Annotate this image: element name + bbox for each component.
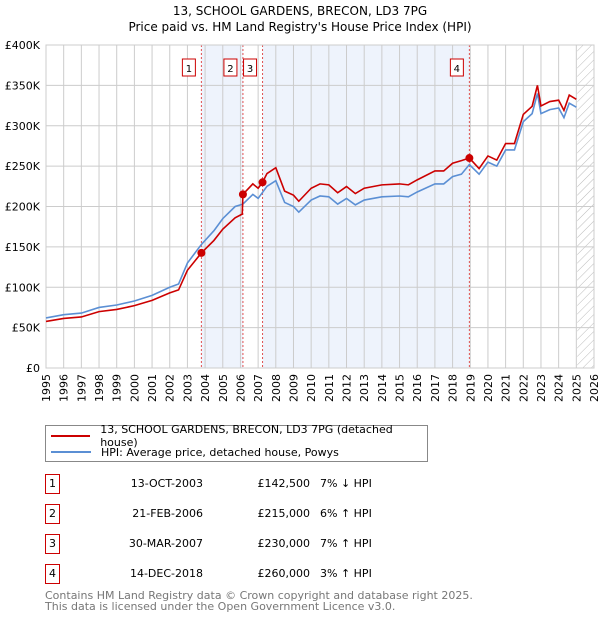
legend-swatch-blue: [51, 451, 91, 453]
sale-date: 30-MAR-2007: [128, 537, 203, 550]
hpi-comparison: 7% ↓ HPI: [320, 477, 372, 490]
x-tick-label: 2023: [535, 374, 548, 402]
y-tick-label: £0: [26, 362, 40, 375]
x-tick-label: 1995: [40, 374, 53, 402]
sale-number-badge: 4: [45, 564, 60, 584]
sale-price: £260,000: [257, 567, 311, 580]
y-tick-label: £150K: [5, 241, 41, 254]
legend-item-hpi: HPI: Average price, detached house, Powy…: [51, 444, 339, 460]
sale-date: 14-DEC-2018: [129, 567, 203, 580]
y-tick-label: £350K: [5, 79, 41, 92]
x-tick-label: 2006: [234, 374, 247, 402]
x-tick-label: 2011: [323, 374, 336, 402]
sale-number-badge: 2: [45, 504, 60, 524]
sale-label-box: [449, 58, 464, 77]
y-tick-label: £300K: [5, 120, 41, 133]
legend-swatch-red: [51, 435, 91, 437]
sale-point: [197, 248, 206, 257]
x-tick-label: 2025: [570, 374, 583, 402]
chart-title: 13, SCHOOL GARDENS, BRECON, LD3 7PG: [173, 4, 427, 18]
table-row: 1 13-OCT-2003 £142,500 7% ↓ HPI: [45, 474, 445, 494]
y-tick-label: £400K: [5, 39, 41, 52]
sale-date: 13-OCT-2003: [130, 477, 203, 490]
x-tick-label: 2001: [146, 374, 159, 402]
sale-number-badge: 1: [45, 474, 60, 494]
x-tick-label: 2000: [128, 374, 141, 402]
footer: Contains HM Land Registry data © Crown c…: [45, 590, 473, 612]
sale-number-badge: 3: [45, 534, 60, 554]
sale-label: 2: [227, 64, 233, 75]
x-tick-label: 2020: [482, 374, 495, 402]
sale-label: 3: [247, 64, 253, 75]
sale-label: 4: [454, 64, 460, 75]
x-tick-label: 1996: [58, 374, 71, 402]
sale-point: [238, 190, 247, 199]
footer-copyright: Contains HM Land Registry data © Crown c…: [45, 589, 473, 602]
hpi-comparison: 6% ↑ HPI: [320, 507, 372, 520]
x-tick-label: 2007: [252, 374, 265, 402]
hpi-comparison: 7% ↑ HPI: [320, 537, 372, 550]
sale-date: 21-FEB-2006: [132, 507, 203, 520]
sale-price: £215,000: [257, 507, 311, 520]
hpi-comparison: 3% ↑ HPI: [320, 567, 372, 580]
legend-label: HPI: Average price, detached house, Powy…: [101, 445, 339, 459]
y-tick-label: £50K: [12, 322, 41, 335]
x-tick-label: 2009: [287, 374, 300, 402]
x-tick-label: 2015: [394, 374, 407, 402]
sale-label-box: [243, 58, 258, 77]
sale-point: [258, 178, 267, 187]
plot-border: [45, 44, 595, 369]
x-tick-label: 2004: [199, 374, 212, 402]
chart-subtitle: Price paid vs. HM Land Registry's House …: [128, 20, 471, 34]
sale-point: [465, 154, 474, 163]
x-tick-label: 1997: [75, 374, 88, 402]
x-tick-label: 2017: [429, 374, 442, 402]
x-tick-label: 1998: [93, 374, 106, 402]
legend-item-property: 13, SCHOOL GARDENS, BRECON, LD3 7PG (det…: [51, 423, 427, 449]
x-tick-label: 2024: [553, 374, 566, 402]
legend: 13, SCHOOL GARDENS, BRECON, LD3 7PG (det…: [45, 423, 428, 462]
x-tick-label: 2003: [181, 374, 194, 402]
table-row: 3 30-MAR-2007 £230,000 7% ↑ HPI: [45, 534, 445, 554]
price-chart: 13, SCHOOL GARDENS, BRECON, LD3 7PG Pric…: [5, 4, 600, 402]
x-tick-label: 2019: [464, 374, 477, 402]
x-tick-label: 2021: [500, 374, 513, 402]
y-tick-label: £250K: [5, 160, 41, 173]
sale-label-box: [181, 58, 196, 77]
hpi-line: [45, 93, 577, 319]
y-tick-label: £100K: [5, 281, 41, 294]
table-row: 2 21-FEB-2006 £215,000 6% ↑ HPI: [45, 504, 445, 524]
sale-label: 1: [186, 64, 192, 75]
sale-label-box: [223, 58, 238, 77]
sale-price: £142,500: [257, 477, 311, 490]
x-tick-label: 2018: [447, 374, 460, 402]
x-tick-label: 2026: [588, 374, 600, 402]
x-tick-label: 2010: [305, 374, 318, 402]
x-tick-label: 2014: [376, 374, 389, 402]
x-tick-label: 1999: [111, 374, 124, 402]
sale-price: £230,000: [257, 537, 311, 550]
y-tick-label: £200K: [5, 201, 41, 214]
x-tick-label: 2005: [217, 374, 230, 402]
footer-licence: This data is licensed under the Open Gov…: [45, 600, 396, 613]
x-tick-label: 2002: [164, 374, 177, 402]
price-paid-line: [45, 85, 577, 323]
x-tick-label: 2012: [341, 374, 354, 402]
x-tick-label: 2022: [517, 374, 530, 402]
legend-label: 13, SCHOOL GARDENS, BRECON, LD3 7PG (det…: [100, 423, 393, 449]
table-row: 4 14-DEC-2018 £260,000 3% ↑ HPI: [45, 564, 445, 584]
x-tick-label: 2013: [358, 374, 371, 402]
x-tick-label: 2008: [270, 374, 283, 402]
x-tick-label: 2016: [411, 374, 424, 402]
